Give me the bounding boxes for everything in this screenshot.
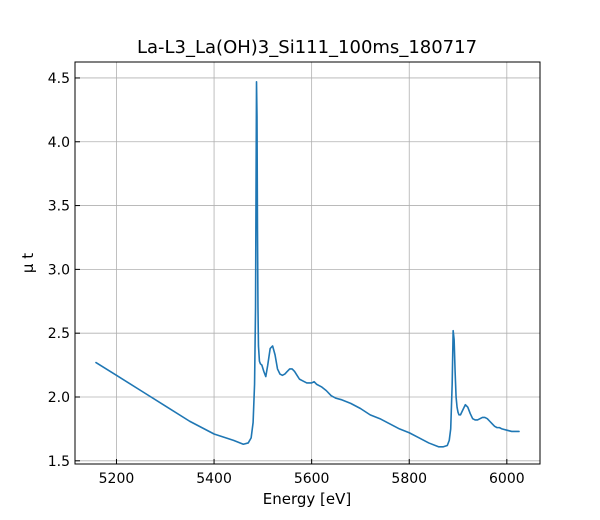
x-tick-label: 5800 xyxy=(391,471,427,487)
series-layer xyxy=(95,80,520,448)
series-line xyxy=(95,80,520,448)
x-tick-label: 5400 xyxy=(196,471,232,487)
y-tick-label: 3.0 xyxy=(48,262,70,278)
ticks: 5200 5400 5600 5800 6000 1.5 2.0 2.5 3.0 3.5 4.0 4.… xyxy=(48,71,525,487)
y-tick-label: 1.5 xyxy=(48,454,70,470)
x-tick-label: 5200 xyxy=(99,471,135,487)
x-tick-label: 6000 xyxy=(489,471,525,487)
y-tick-label: 4.5 xyxy=(48,71,70,87)
grid xyxy=(75,62,540,464)
x-tick-label: 5600 xyxy=(294,471,330,487)
y-axis-title: μ t xyxy=(19,253,37,273)
y-tick-label: 4.0 xyxy=(48,135,70,151)
y-tick-label: 2.0 xyxy=(48,390,70,406)
y-tick-label: 3.5 xyxy=(48,199,70,215)
y-tick-label: 2.5 xyxy=(48,326,70,342)
plot-area-frame xyxy=(74,61,541,465)
chart-title: La-L3_La(OH)3_Si111_100ms_180717 xyxy=(137,37,477,58)
x-axis-title: Energy [eV] xyxy=(263,490,351,508)
